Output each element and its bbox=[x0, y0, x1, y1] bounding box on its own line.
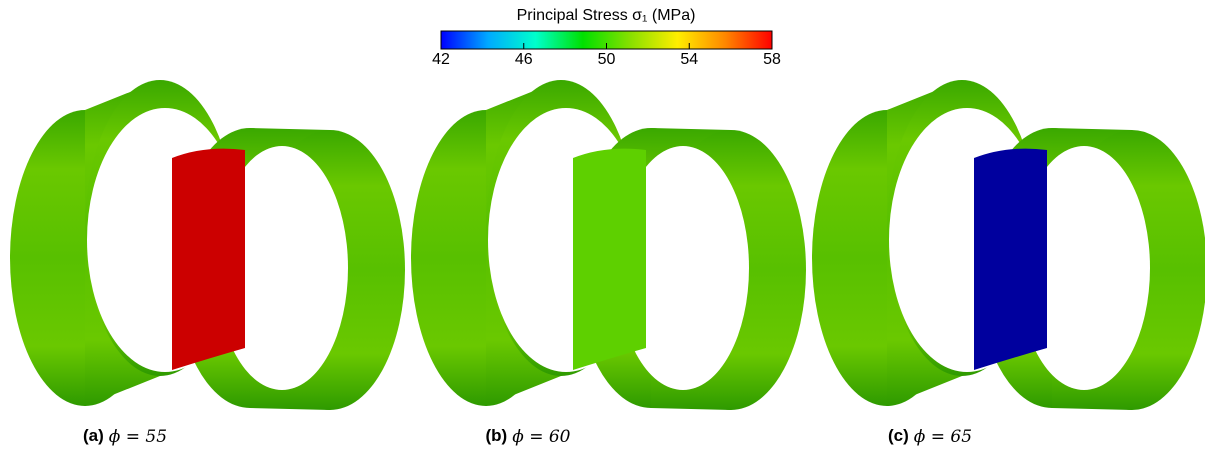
caption-text: ϕ = 65 bbox=[914, 427, 972, 447]
colorbar-tick-label: 54 bbox=[680, 51, 698, 68]
caption: (b)ϕ = 60 bbox=[486, 426, 571, 446]
panel bbox=[10, 80, 405, 410]
cross-section bbox=[573, 149, 646, 370]
panel bbox=[812, 80, 1205, 410]
page: Principal Stress σ₁ (MPa) 42 46 50 54 58 (a)… bbox=[0, 0, 1205, 459]
cross-section bbox=[172, 149, 245, 370]
cross-section bbox=[974, 149, 1047, 370]
colorbar-tick-label: 42 bbox=[432, 51, 450, 68]
caption-label: (b) bbox=[486, 426, 508, 445]
caption-label: (c) bbox=[888, 426, 909, 445]
figure: Principal Stress σ₁ (MPa) 42 46 50 54 58 (a)… bbox=[0, 0, 1205, 459]
caption-text: ϕ = 55 bbox=[109, 427, 167, 447]
colorbar-tick-label: 46 bbox=[515, 51, 533, 68]
caption-label: (a) bbox=[83, 426, 104, 445]
panel bbox=[411, 80, 806, 410]
caption: (c) ϕ = 65 bbox=[888, 426, 972, 446]
caption: (a) ϕ = 55 bbox=[83, 426, 167, 446]
colorbar-tick-label: 50 bbox=[598, 51, 616, 68]
caption-text: ϕ = 60 bbox=[512, 427, 570, 447]
colorbar-title: Principal Stress σ₁ (MPa) bbox=[517, 7, 696, 24]
panels: (a) ϕ = 55 (b)ϕ = 60 (c) ϕ = 65 bbox=[10, 80, 1205, 447]
colorbar-tick-label: 58 bbox=[763, 51, 781, 68]
